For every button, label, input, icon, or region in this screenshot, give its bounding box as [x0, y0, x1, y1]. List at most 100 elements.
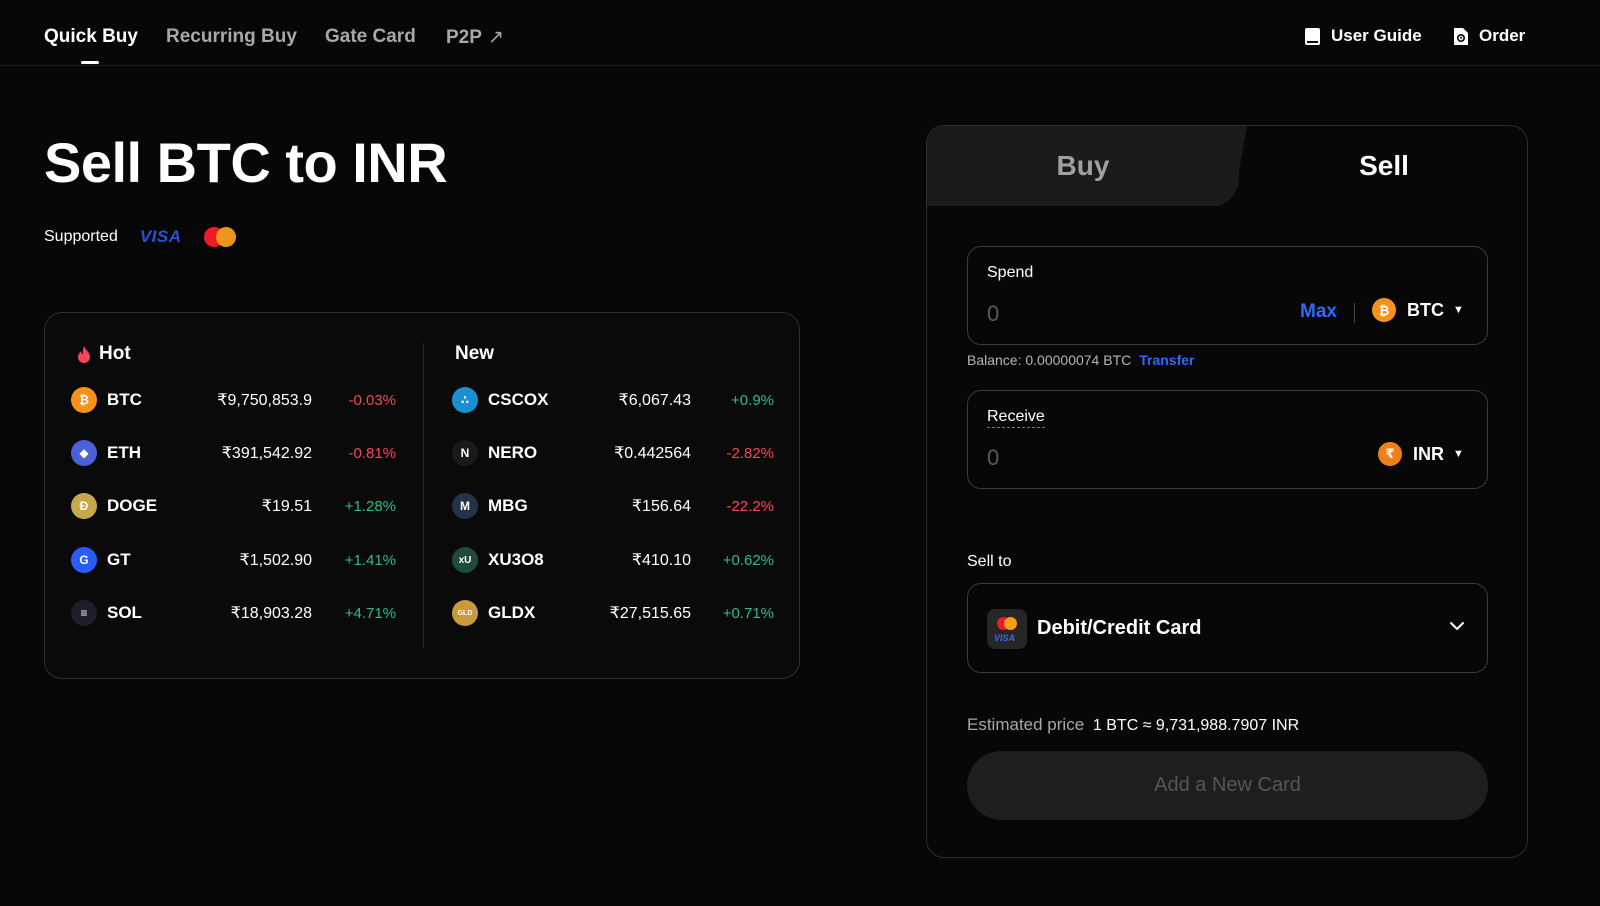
coin-change: -2.82% [726, 444, 774, 462]
spend-field: Spend Max ₿ BTC ▼ [967, 246, 1488, 345]
market-row[interactable]: ∴ CSCOX ₹6,067.43 +0.9% [452, 387, 774, 413]
coin-price: ₹9,750,853.9 [217, 392, 312, 409]
coin-price: ₹410.10 [631, 552, 691, 569]
mbg-icon: M [452, 493, 478, 519]
cscox-icon: ∴ [452, 387, 478, 413]
spend-currency-label: BTC [1407, 299, 1444, 320]
coin-symbol: XU3O8 [488, 550, 544, 569]
column-divider [423, 343, 424, 648]
order-link[interactable]: Order [1452, 26, 1525, 46]
balance-text: Balance: 0.00000074 BTC [967, 352, 1132, 368]
market-row[interactable]: ₿ BTC ₹9,750,853.9 -0.03% [71, 387, 396, 413]
payment-method-select[interactable]: VISA Debit/Credit Card [967, 583, 1488, 673]
active-tab-indicator [81, 61, 99, 64]
transfer-link[interactable]: Transfer [1139, 352, 1195, 368]
coin-price: ₹156.64 [631, 498, 691, 515]
trade-tabs: Buy Sell [927, 126, 1527, 206]
tab-buy[interactable]: Buy [927, 126, 1239, 206]
spend-input[interactable] [987, 299, 1227, 329]
market-row[interactable]: G GT ₹1,502.90 +1.41% [71, 547, 396, 573]
spend-currency-select[interactable]: ₿ BTC ▼ [1372, 298, 1464, 322]
tab-p2p-label: P2P [446, 27, 482, 48]
spend-separator [1354, 303, 1355, 323]
add-new-card-button[interactable]: Add a New Card [967, 751, 1488, 820]
new-header: New [455, 343, 494, 365]
hot-label: Hot [99, 343, 131, 364]
balance-line: Balance: 0.00000074 BTC Transfer [967, 352, 1194, 368]
market-row[interactable]: ≡ SOL ₹18,903.28 +4.71% [71, 600, 396, 626]
tab-sell[interactable]: Sell [1359, 150, 1409, 181]
market-row[interactable]: N NERO ₹0.442564 -2.82% [452, 440, 774, 466]
nero-icon: N [452, 440, 478, 466]
estimate-value: 1 BTC ≈ 9,731,988.7907 INR [1092, 717, 1300, 734]
coin-change: +0.9% [731, 391, 774, 409]
receive-currency-label: INR [1413, 443, 1444, 464]
coin-change: +1.28% [344, 497, 396, 515]
coin-symbol: GT [107, 550, 131, 569]
coin-change: +0.62% [722, 551, 774, 569]
fire-icon [78, 345, 90, 363]
coin-price: ₹6,067.43 [618, 392, 691, 409]
page-title: Sell BTC to INR [44, 131, 448, 194]
btc-icon: ₿ [71, 387, 97, 413]
coin-symbol: SOL [107, 603, 142, 622]
coin-price: ₹0.442564 [614, 445, 691, 462]
coin-symbol: GLDX [488, 603, 536, 622]
card-icon: VISA [987, 609, 1027, 649]
receive-input[interactable] [987, 443, 1227, 473]
caret-down-icon: ▼ [1453, 304, 1464, 316]
market-row[interactable]: Ð DOGE ₹19.51 +1.28% [71, 493, 396, 519]
eth-icon: ◆ [71, 440, 97, 466]
doge-icon: Ð [71, 493, 97, 519]
user-guide-label: User Guide [1331, 26, 1422, 45]
sol-icon: ≡ [71, 600, 97, 626]
market-row[interactable]: GLD GLDX ₹27,515.65 +0.71% [452, 600, 774, 626]
tab-recurring-buy[interactable]: Recurring Buy [166, 26, 297, 47]
order-label: Order [1479, 26, 1526, 45]
coin-price: ₹391,542.92 [221, 445, 312, 462]
coin-price: ₹1,502.90 [239, 552, 312, 569]
trade-card: Buy Sell Spend Max ₿ BTC ▼ Balance: 0.00… [926, 125, 1528, 858]
coin-symbol: BTC [107, 390, 142, 409]
coin-symbol: ETH [107, 443, 141, 462]
top-nav: Quick Buy Recurring Buy Gate Card P2P ↗ U… [0, 0, 1600, 66]
coin-symbol: CSCOX [488, 390, 549, 409]
coin-change: +0.71% [722, 604, 774, 622]
caret-down-icon: ▼ [1453, 448, 1464, 460]
supported-label: Supported [44, 228, 118, 245]
estimate-label: Estimated price [967, 715, 1085, 734]
receive-label: Receive [987, 408, 1045, 428]
sell-to-label: Sell to [967, 553, 1012, 570]
xu3o8-icon: xU [452, 547, 478, 573]
chevron-down-icon [1450, 622, 1464, 630]
coin-price: ₹27,515.65 [609, 605, 691, 622]
receive-field: Receive ₹ INR ▼ [967, 390, 1488, 489]
coin-price: ₹19.51 [261, 498, 312, 515]
supported-payments: Supported VISA [44, 227, 238, 247]
tab-quick-buy[interactable]: Quick Buy [44, 26, 138, 47]
coin-symbol: NERO [488, 443, 538, 462]
user-guide-link[interactable]: User Guide [1304, 26, 1422, 46]
coin-price: ₹18,903.28 [230, 605, 312, 622]
market-panel: Hot New ₿ BTC ₹9,750,853.9 -0.03% ◆ ETH ₹391,5… [44, 312, 800, 679]
new-label: New [455, 343, 495, 364]
hot-header: Hot [77, 343, 131, 365]
card-icon-visa-text: VISA [994, 633, 1016, 643]
coin-change: -0.03% [348, 391, 396, 409]
payment-method-label: Debit/Credit Card [1037, 617, 1202, 639]
tab-p2p[interactable]: P2P ↗ [446, 26, 504, 49]
market-row[interactable]: ◆ ETH ₹391,542.92 -0.81% [71, 440, 396, 466]
gt-icon: G [71, 547, 97, 573]
book-icon [1305, 27, 1320, 45]
tab-gate-card[interactable]: Gate Card [325, 26, 416, 47]
market-row[interactable]: M MBG ₹156.64 -22.2% [452, 493, 774, 519]
visa-logo: VISA [139, 227, 182, 246]
receive-currency-select[interactable]: ₹ INR ▼ [1378, 442, 1464, 466]
coin-change: +1.41% [344, 551, 396, 569]
coin-change: +4.71% [344, 604, 396, 622]
max-button[interactable]: Max [1300, 301, 1337, 322]
inr-icon: ₹ [1378, 442, 1402, 466]
mastercard-logo [203, 227, 238, 247]
market-row[interactable]: xU XU3O8 ₹410.10 +0.62% [452, 547, 774, 573]
gldx-icon: GLD [452, 600, 478, 626]
